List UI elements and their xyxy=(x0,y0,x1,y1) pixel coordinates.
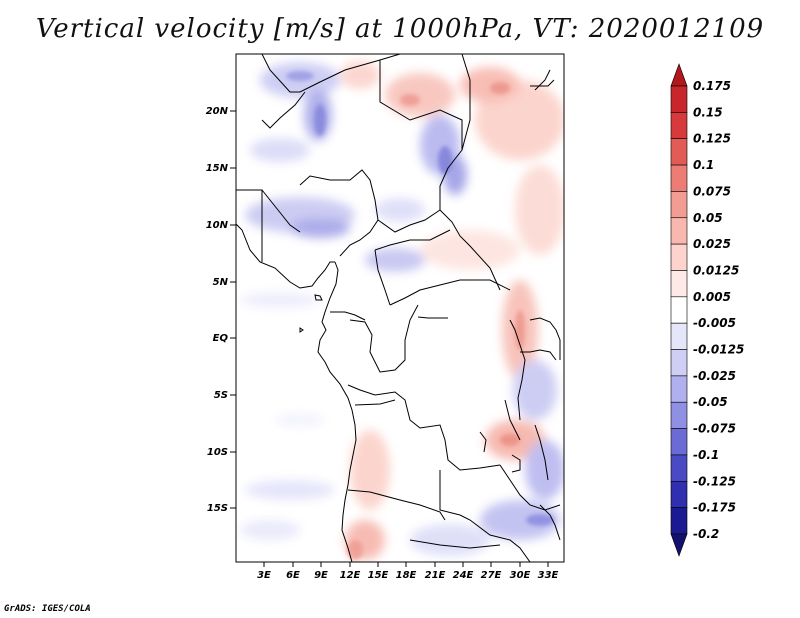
colorbar-swatch xyxy=(670,138,688,166)
colorbar-swatch xyxy=(670,428,688,456)
colorbar-label: -0.0125 xyxy=(693,343,744,357)
lat-ticks xyxy=(230,110,236,509)
lat-label: 5N xyxy=(213,277,229,288)
colorbar-swatch xyxy=(670,322,688,350)
colorbar-swatch xyxy=(670,112,688,140)
colorbar-label: -0.175 xyxy=(693,501,736,515)
colorbar-swatch xyxy=(670,164,688,192)
lon-label: 27E xyxy=(481,570,502,581)
lon-label: 18E xyxy=(396,570,417,581)
colorbar-max-arrow xyxy=(670,63,688,87)
country-borders xyxy=(236,54,561,562)
colorbar-label: -0.1 xyxy=(693,448,719,462)
lon-label: 30E xyxy=(510,570,531,581)
colorbar-swatch xyxy=(670,480,688,508)
lat-labels: 20N 15N 10N 5N EQ 5S 10S 15S xyxy=(206,106,229,514)
colorbar-swatch xyxy=(670,401,688,429)
colorbar-swatch xyxy=(670,349,688,377)
colorbar-label: 0.075 xyxy=(693,184,731,198)
colorbar-label: 0.1 xyxy=(693,158,714,172)
colorbar-label: 0.005 xyxy=(693,290,731,304)
lon-label: 15E xyxy=(368,570,389,581)
map-frame xyxy=(235,53,565,563)
lat-label: EQ xyxy=(213,333,229,344)
colorbar-label: -0.025 xyxy=(693,369,736,383)
lat-label: 15N xyxy=(206,163,229,174)
colorbar-swatch xyxy=(670,296,688,324)
colorbar-label: 0.05 xyxy=(693,211,723,225)
lon-label: 12E xyxy=(340,570,361,581)
lon-label: 24E xyxy=(453,570,474,581)
map-title: Vertical velocity [m/s] at 1000hPa, VT: … xyxy=(35,14,765,44)
colorbar-label: 0.125 xyxy=(693,132,731,146)
lat-label: 5S xyxy=(214,390,228,401)
lon-label: 33E xyxy=(538,570,559,581)
lat-label: 10N xyxy=(206,220,229,231)
colorbar-swatch xyxy=(670,375,688,403)
lon-ticks xyxy=(263,562,549,567)
colorbar-swatch xyxy=(670,243,688,271)
colorbar-swatch xyxy=(670,191,688,219)
lat-label: 15S xyxy=(207,503,228,514)
colorbar-label: -0.2 xyxy=(693,527,719,541)
lat-label: 20N xyxy=(206,106,229,117)
colorbar-label: -0.05 xyxy=(693,395,728,409)
lat-label: 10S xyxy=(207,447,228,458)
colorbar-swatch xyxy=(670,454,688,482)
colorbar-label: 0.025 xyxy=(693,237,731,251)
colorbar-label: 0.0125 xyxy=(693,263,739,277)
colorbar-label: -0.125 xyxy=(693,474,736,488)
colorbar: 0.175 0.15 0.125 0.1 0.075 0.05 0.025 0.0125 0.0… xyxy=(670,63,744,557)
velocity-shading xyxy=(240,61,564,560)
lon-label: 6E xyxy=(286,570,300,581)
lon-label: 21E xyxy=(425,570,446,581)
map-panel: 20N 15N 10N 5N EQ 5S 10S 15S 3E 6E 9E 12… xyxy=(206,53,565,581)
colorbar-label: 0.15 xyxy=(693,105,723,119)
colorbar-swatch xyxy=(670,217,688,245)
lon-labels: 3E 6E 9E 12E 15E 18E 21E 24E 27E 30E 33E xyxy=(257,570,558,581)
grads-credit: GrADS: IGES/COLA xyxy=(4,604,91,614)
colorbar-label: -0.075 xyxy=(693,422,736,436)
colorbar-swatch xyxy=(670,270,688,298)
colorbar-swatch xyxy=(670,507,688,535)
lon-label: 3E xyxy=(257,570,271,581)
colorbar-swatch xyxy=(670,85,688,113)
colorbar-label: 0.175 xyxy=(693,79,731,93)
lon-label: 9E xyxy=(314,570,328,581)
colorbar-min-arrow xyxy=(670,533,688,557)
colorbar-label: -0.005 xyxy=(693,316,736,330)
